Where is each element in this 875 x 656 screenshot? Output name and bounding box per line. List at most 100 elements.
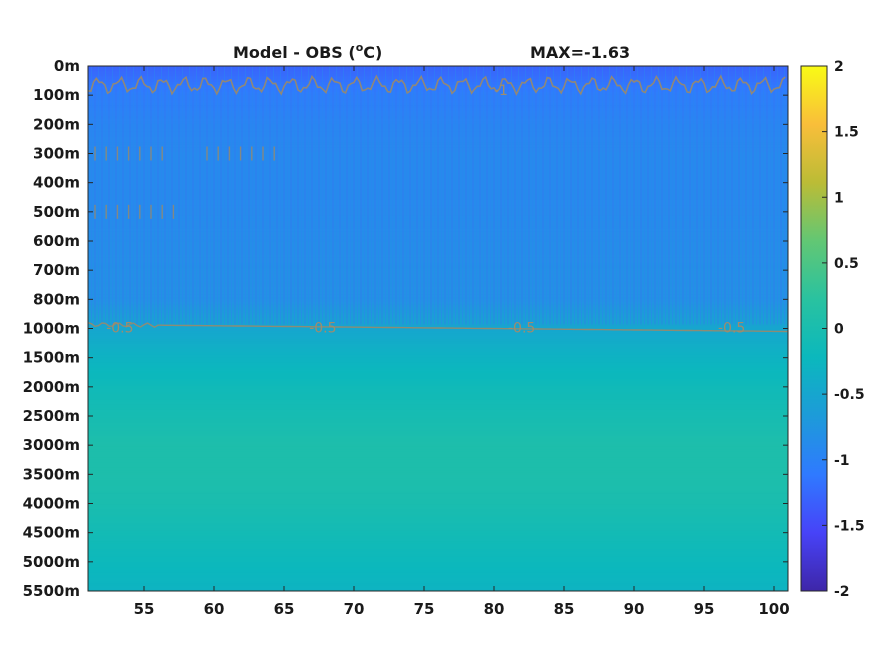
depth-band	[88, 459, 788, 463]
depth-band	[88, 475, 788, 479]
depth-band	[88, 449, 788, 453]
contour-label: -0.5	[309, 321, 336, 337]
title-max-value: MAX=-1.63	[530, 43, 630, 62]
depth-band	[88, 412, 788, 416]
depth-band	[88, 386, 788, 390]
depth-band	[88, 444, 788, 448]
depth-band	[88, 486, 788, 490]
depth-band	[88, 433, 788, 437]
contour-label: -0.5	[106, 321, 133, 337]
y-axis: 0m 100m 200m 300m 400m 500m 600m 700m 800m 1000m 1…	[23, 57, 788, 600]
depth-band	[88, 420, 788, 424]
y-tick-label: 300m	[33, 145, 80, 163]
contour-label: -1	[494, 83, 508, 99]
depth-band	[88, 402, 788, 406]
depth-band	[88, 564, 788, 568]
depth-band	[88, 549, 788, 553]
contour-line	[88, 74, 786, 96]
depth-band	[88, 423, 788, 427]
title-superscript: o	[356, 41, 364, 54]
depth-band	[88, 528, 788, 532]
depth-band	[88, 504, 788, 508]
depth-band	[88, 404, 788, 408]
depth-band	[88, 457, 788, 461]
x-tick-label: 60	[204, 600, 225, 618]
depth-band	[88, 512, 788, 516]
depth-band	[88, 451, 788, 456]
depth-band	[88, 588, 788, 591]
depth-band	[88, 336, 788, 340]
contour-label: -0.5	[508, 321, 535, 337]
contour-line	[88, 321, 788, 333]
depth-band	[88, 415, 788, 419]
x-tick-label: 95	[694, 600, 715, 618]
x-tick-label: 80	[484, 600, 505, 618]
y-tick-label: 0m	[54, 57, 80, 75]
y-tick-label: 5000m	[23, 553, 80, 571]
depth-band	[88, 328, 788, 332]
depth-band	[88, 546, 788, 550]
depth-band	[88, 543, 788, 547]
depth-band	[88, 373, 788, 377]
depth-band	[88, 509, 788, 513]
x-tick-label: 75	[414, 600, 435, 618]
depth-band	[88, 501, 788, 505]
depth-band	[88, 570, 788, 574]
depth-band	[88, 436, 788, 440]
depth-band	[88, 493, 788, 498]
y-tick-label: 2000m	[23, 378, 80, 396]
depth-band	[88, 367, 788, 372]
depth-band	[88, 567, 788, 571]
depth-band	[88, 472, 788, 477]
depth-band	[88, 381, 788, 385]
depth-band	[88, 409, 788, 414]
depth-band	[88, 362, 788, 366]
depth-band	[88, 465, 788, 469]
x-tick-label: 65	[274, 600, 295, 618]
colorbar-ticks: 2 1.5 1 0.5 0 -0.5 -1 -1.5 -2	[822, 59, 865, 600]
y-tick-label: 600m	[33, 232, 80, 250]
depth-band	[88, 349, 788, 353]
depth-band	[88, 360, 788, 364]
depth-band	[88, 480, 788, 484]
depth-band	[88, 446, 788, 450]
depth-band	[88, 522, 788, 526]
colorbar-tick-label: -2	[834, 584, 850, 600]
depth-band	[88, 514, 788, 519]
y-tick-label: 500m	[33, 203, 80, 221]
colorbar-tick-label: -0.5	[834, 387, 865, 403]
depth-band	[88, 323, 788, 327]
depth-band	[88, 575, 788, 579]
depth-band	[88, 352, 788, 356]
depth-band	[88, 533, 788, 537]
depth-band	[88, 339, 788, 343]
colorbar-tick-label: 0.5	[834, 256, 859, 272]
column-stripes	[88, 66, 785, 325]
depth-band	[88, 478, 788, 482]
y-tick-label: 4500m	[23, 524, 80, 542]
depth-band	[88, 525, 788, 529]
depth-band	[88, 572, 788, 576]
y-tick-label: 3500m	[23, 465, 80, 483]
depth-band	[88, 341, 788, 345]
depth-band	[88, 365, 788, 369]
x-tick-label: 85	[554, 600, 575, 618]
depth-band	[88, 551, 788, 555]
depth-band	[88, 333, 788, 337]
y-tick-label: 200m	[33, 115, 80, 133]
x-tick-label: 100	[758, 600, 789, 618]
depth-band	[88, 585, 788, 589]
depth-band	[88, 530, 788, 534]
y-tick-label: 100m	[33, 86, 80, 104]
depth-band	[88, 454, 788, 458]
depth-band	[88, 354, 788, 358]
contour-label: -0.5	[718, 321, 745, 337]
depth-band	[88, 441, 788, 445]
x-tick-label: 55	[134, 600, 155, 618]
depth-band	[88, 467, 788, 471]
y-tick-label: 5500m	[23, 582, 80, 600]
depth-band	[88, 399, 788, 403]
x-tick-label: 70	[344, 600, 365, 618]
depth-band	[88, 535, 788, 540]
